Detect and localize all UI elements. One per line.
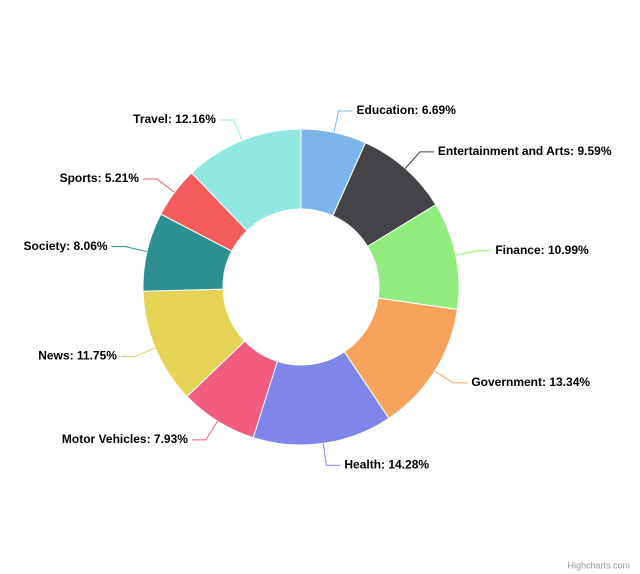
data-label: Education: 6.69%	[357, 103, 457, 117]
credits[interactable]: Highcharts.com	[567, 560, 630, 570]
data-label: Travel: 12.16%	[133, 112, 216, 126]
data-label: Finance: 10.99%	[495, 243, 589, 257]
connector	[333, 110, 353, 133]
data-label: Motor Vehicles: 7.93%	[62, 432, 188, 446]
data-label: Government: 13.34%	[471, 375, 590, 389]
connector	[405, 151, 434, 169]
data-label: News: 11.75%	[38, 349, 117, 363]
connector	[322, 443, 341, 466]
data-label: Health: 14.28%	[344, 457, 429, 471]
connector	[219, 119, 243, 141]
connector	[191, 420, 218, 441]
donut-slice	[190, 128, 302, 232]
connector	[434, 370, 468, 384]
data-label: Sports: 5.21%	[60, 171, 140, 185]
data-label: Entertainment and Arts: 9.59%	[438, 144, 612, 158]
connector	[120, 347, 156, 357]
data-label: Society: 8.06%	[24, 239, 108, 253]
connector	[111, 246, 148, 253]
connector	[142, 178, 175, 193]
connector	[455, 250, 492, 256]
